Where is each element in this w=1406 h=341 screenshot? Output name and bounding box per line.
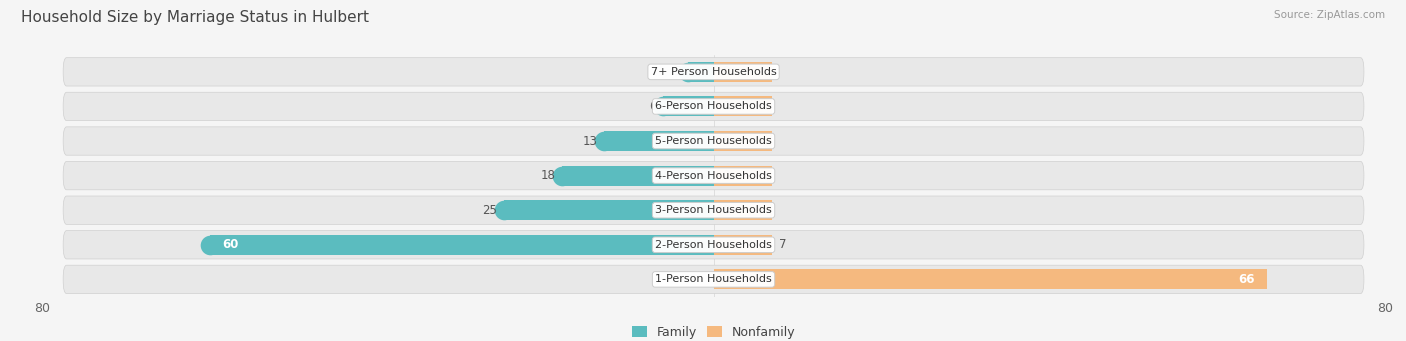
Text: 5-Person Households: 5-Person Households	[655, 136, 772, 146]
Text: 3-Person Households: 3-Person Households	[655, 205, 772, 215]
Bar	[713, 235, 772, 255]
Bar	[713, 62, 772, 82]
Text: 0: 0	[721, 204, 730, 217]
Text: 1-Person Households: 1-Person Households	[655, 275, 772, 284]
FancyBboxPatch shape	[63, 58, 1364, 86]
Point	[551, 173, 574, 178]
Text: 66: 66	[1239, 273, 1254, 286]
Bar	[713, 131, 772, 151]
Bar	[562, 166, 713, 186]
Text: 0: 0	[721, 65, 730, 78]
Text: Source: ZipAtlas.com: Source: ZipAtlas.com	[1274, 10, 1385, 20]
FancyBboxPatch shape	[63, 231, 1364, 259]
Text: 18: 18	[541, 169, 555, 182]
Text: 0: 0	[721, 135, 730, 148]
Point	[593, 138, 616, 144]
Text: 4-Person Households: 4-Person Households	[655, 170, 772, 181]
Text: 6-Person Households: 6-Person Households	[655, 101, 772, 112]
Text: 0: 0	[721, 100, 730, 113]
Text: 2-Person Households: 2-Person Households	[655, 240, 772, 250]
Text: 25: 25	[482, 204, 498, 217]
Text: 0: 0	[721, 169, 730, 182]
Text: 6: 6	[650, 100, 657, 113]
Bar	[664, 97, 713, 117]
Bar	[605, 131, 713, 151]
FancyBboxPatch shape	[63, 127, 1364, 155]
Bar	[713, 97, 772, 117]
Text: 7: 7	[779, 238, 786, 251]
Bar	[713, 269, 1267, 290]
Point	[492, 207, 515, 213]
Bar	[209, 235, 713, 255]
Text: 3: 3	[675, 65, 682, 78]
Text: Household Size by Marriage Status in Hulbert: Household Size by Marriage Status in Hul…	[21, 10, 370, 25]
Bar	[713, 166, 772, 186]
Legend: Family, Nonfamily: Family, Nonfamily	[627, 321, 800, 341]
Text: 13: 13	[583, 135, 598, 148]
Bar	[713, 200, 772, 220]
Text: 7+ Person Households: 7+ Person Households	[651, 67, 776, 77]
FancyBboxPatch shape	[63, 92, 1364, 121]
Point	[198, 242, 221, 248]
Bar	[503, 200, 713, 220]
FancyBboxPatch shape	[63, 196, 1364, 224]
FancyBboxPatch shape	[63, 265, 1364, 294]
Point	[678, 69, 700, 75]
Point	[652, 104, 675, 109]
Bar	[689, 62, 713, 82]
Text: 60: 60	[222, 238, 239, 251]
FancyBboxPatch shape	[63, 161, 1364, 190]
